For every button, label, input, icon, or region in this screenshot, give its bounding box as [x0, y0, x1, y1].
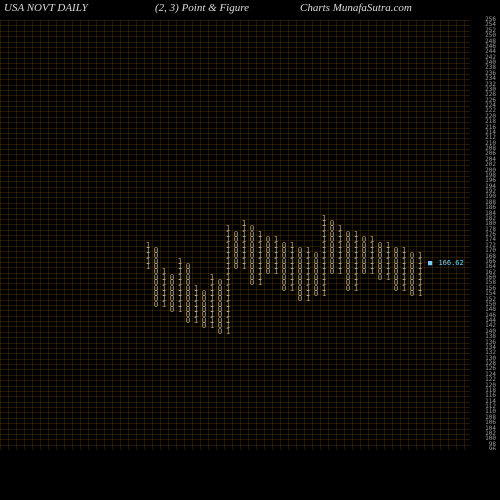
pnf-cell: 1: [208, 322, 216, 330]
pnf-cell: 1: [272, 268, 280, 276]
pnf-cell: 1: [304, 295, 312, 303]
pnf-cell: 0: [264, 268, 272, 276]
pnf-cell: 1: [352, 285, 360, 293]
footer-band: [0, 450, 500, 500]
current-price-marker: 166.62: [428, 259, 464, 267]
pnf-cell: 1: [160, 301, 168, 309]
chart-header: USA NOVT DAILY (2, 3) Point & Figure Cha…: [0, 2, 500, 20]
pnf-cell: 1: [240, 263, 248, 271]
pnf-cell: 0: [152, 301, 160, 309]
pnf-cell: 1: [416, 290, 424, 298]
pnf-cell: 0: [248, 279, 256, 287]
pnf-cell: 1: [320, 290, 328, 298]
pnf-cell: 1: [384, 274, 392, 282]
pnf-cell: 1: [176, 306, 184, 314]
pnf-cell: 0: [392, 285, 400, 293]
pnf-cell: 0: [328, 268, 336, 276]
pnf-cell: 0: [296, 295, 304, 303]
pnf-cell: 0: [376, 274, 384, 282]
pnf-cell: 0: [232, 263, 240, 271]
pnf-cell: 0: [200, 322, 208, 330]
pnf-cell: 1: [368, 268, 376, 276]
chart-area: 1111100000000000111111100000001111111111…: [0, 20, 470, 450]
pnf-cell: 1: [192, 317, 200, 325]
pnf-cell: 0: [168, 306, 176, 314]
pnf-cell: 0: [216, 328, 224, 336]
pnf-cell: 0: [312, 290, 320, 298]
y-axis: 2562542522502482462442422402382362342322…: [472, 20, 498, 450]
pnf-cell: 1: [144, 263, 152, 271]
symbol-label: USA NOVT DAILY: [4, 2, 88, 14]
pnf-cell: 1: [336, 268, 344, 276]
pnf-cell: 0: [344, 285, 352, 293]
pnf-cell: 1: [288, 285, 296, 293]
config-label: (2, 3) Point & Figure: [155, 2, 249, 14]
pnf-cell: 0: [280, 285, 288, 293]
pnf-cell: 1: [400, 285, 408, 293]
price-value: 166.62: [438, 259, 463, 267]
pnf-cell: 1: [224, 328, 232, 336]
pnf-cell: 0: [360, 268, 368, 276]
pnf-cell: 0: [184, 317, 192, 325]
pnf-cell: 0: [408, 290, 416, 298]
source-label: Charts MunafaSutra.com: [300, 2, 412, 14]
pnf-cell: 1: [256, 279, 264, 287]
